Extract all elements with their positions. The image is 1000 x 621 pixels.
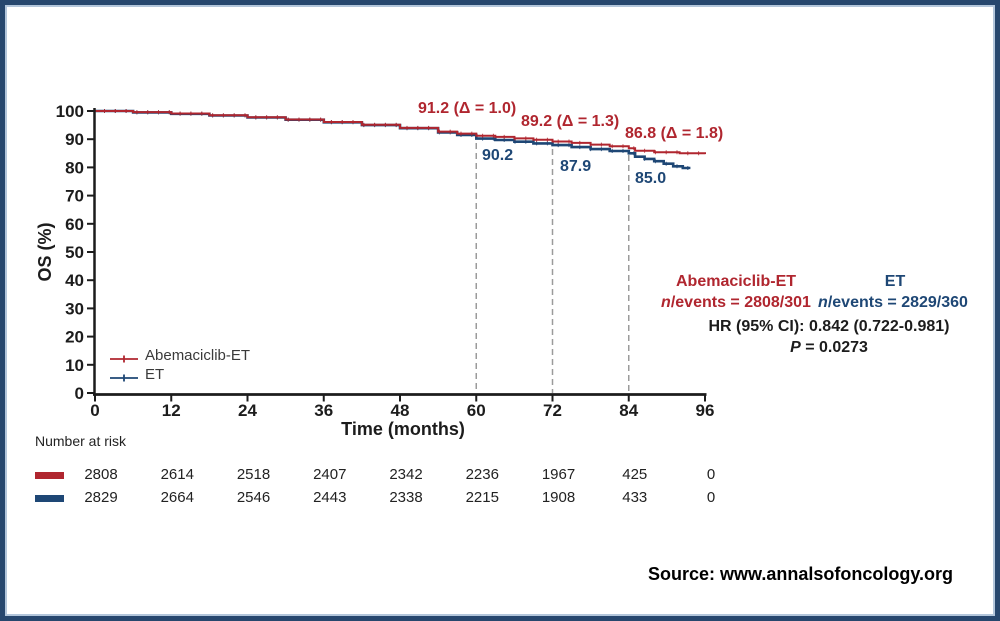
risk-count: 0	[706, 466, 716, 483]
milestone-et-60mo: 90.2	[482, 147, 514, 164]
milestone-et-72mo: 87.9	[560, 158, 592, 175]
x-tick-label: 96	[696, 401, 715, 420]
stats-arm-et-nevents: n/events = 2829/360	[815, 294, 971, 312]
p-value-text: = 0.0273	[800, 339, 868, 356]
stats-p-value: P = 0.0273	[683, 339, 975, 357]
legend-line-glyph	[110, 355, 138, 362]
risk-count: 425	[622, 466, 648, 483]
stats-arm-abemaciclib-nevents: n/events = 2808/301	[650, 294, 822, 312]
x-tick-label: 24	[238, 401, 257, 420]
y-tick-label: 0	[75, 384, 84, 403]
risk-count: 2518	[236, 466, 271, 483]
milestone-abemaciclib-72mo: 89.2 (Δ = 1.3)	[521, 113, 620, 130]
x-tick-label: 36	[314, 401, 333, 420]
y-axis-title: OS (%)	[35, 222, 55, 281]
risk-count: 433	[622, 489, 648, 506]
risk-count: 2338	[389, 489, 423, 506]
y-tick-label: 30	[65, 299, 84, 318]
y-tick-label: 90	[65, 130, 84, 149]
y-tick-label: 10	[65, 356, 84, 375]
milestone-abemaciclib-84mo: 86.8 (Δ = 1.8)	[625, 125, 724, 142]
risk-count: 1967	[541, 466, 576, 483]
risk-count: 2215	[465, 489, 499, 506]
events-value: /events = 2829/360	[827, 294, 968, 311]
x-axis-title: Time (months)	[341, 419, 465, 439]
events-value: /events = 2808/301	[670, 294, 811, 311]
risk-row-swatch-abemaciclib	[35, 472, 64, 479]
stats-arm-et-name: ET	[884, 273, 906, 290]
legend-item-abemaciclib: Abemaciclib-ET	[109, 346, 250, 365]
legend-label-et: ET	[145, 366, 165, 383]
et-line-icon	[109, 370, 139, 381]
risk-count: 2546	[236, 489, 271, 506]
risk-count: 0	[706, 489, 716, 506]
legend-item-et: ET	[109, 365, 250, 384]
y-tick-label: 50	[65, 243, 84, 262]
x-tick-label: 48	[391, 401, 410, 420]
risk-count: 2443	[313, 489, 347, 506]
number-at-risk-label: Number at risk	[35, 433, 127, 449]
x-tick-label: 12	[162, 401, 181, 420]
source-credit: Source: www.annalsofoncology.org	[647, 564, 953, 584]
y-tick-label: 80	[65, 158, 84, 177]
risk-count: 2342	[389, 466, 423, 483]
stats-hazard-ratio: HR (95% CI): 0.842 (0.722-0.981)	[708, 318, 950, 335]
milestone-et-84mo: 85.0	[635, 170, 667, 187]
y-tick-label: 20	[65, 328, 84, 347]
risk-count: 2236	[465, 466, 499, 483]
risk-count: 2407	[313, 466, 347, 483]
risk-row-swatch-et	[35, 495, 64, 502]
risk-count: 2614	[160, 466, 194, 483]
legend-line-glyph	[110, 374, 138, 381]
x-tick-label: 0	[90, 401, 99, 420]
risk-count: 2829	[84, 489, 118, 506]
y-tick-label: 70	[65, 187, 84, 206]
y-tick-label: 40	[65, 271, 84, 290]
risk-count: 2664	[160, 489, 194, 506]
x-tick-label: 72	[543, 401, 562, 420]
risk-count: 1908	[541, 489, 576, 506]
y-tick-label: 100	[56, 102, 84, 121]
survival-curve-abemaciclib	[95, 110, 706, 155]
stats-arm-abemaciclib-name: Abemaciclib-ET	[675, 273, 797, 290]
p-italic: P	[790, 339, 801, 356]
abemaciclib-line-icon	[109, 351, 139, 362]
risk-count: 2808	[84, 466, 118, 483]
legend: Abemaciclib-ET ET	[109, 346, 250, 384]
legend-label-abemaciclib: Abemaciclib-ET	[145, 347, 251, 364]
y-tick-label: 60	[65, 215, 84, 234]
x-tick-label: 84	[619, 401, 638, 420]
x-tick-label: 60	[467, 401, 486, 420]
n-italic: n	[818, 294, 828, 311]
milestone-abemaciclib-60mo: 91.2 (Δ = 1.0)	[418, 100, 517, 117]
censor-marks	[104, 109, 700, 156]
n-italic: n	[661, 294, 671, 311]
